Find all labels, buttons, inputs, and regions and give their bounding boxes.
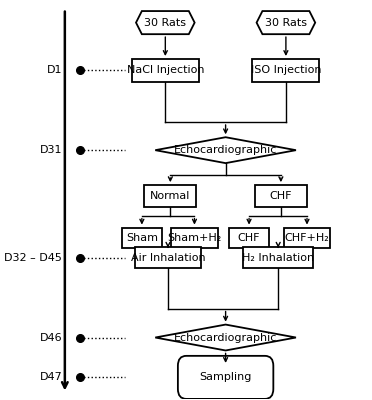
Text: D32 – D45: D32 – D45 [4, 253, 62, 263]
Text: CHF: CHF [238, 233, 260, 243]
Text: Echocardiographic: Echocardiographic [174, 145, 277, 155]
Text: Sham: Sham [126, 233, 158, 243]
FancyBboxPatch shape [255, 185, 307, 207]
Text: Echocardiographic: Echocardiographic [174, 332, 277, 342]
Text: D31: D31 [40, 145, 62, 155]
FancyBboxPatch shape [283, 228, 330, 248]
Polygon shape [136, 11, 195, 34]
Text: Sampling: Sampling [199, 372, 252, 382]
Text: Air Inhalation: Air Inhalation [131, 253, 205, 263]
Text: Normal: Normal [150, 191, 190, 201]
FancyBboxPatch shape [243, 248, 313, 268]
FancyBboxPatch shape [253, 59, 320, 82]
Text: NaCl Injection: NaCl Injection [126, 66, 204, 76]
Polygon shape [155, 137, 296, 163]
FancyBboxPatch shape [229, 228, 269, 248]
Text: H₂ Inhalation: H₂ Inhalation [242, 253, 314, 263]
FancyBboxPatch shape [144, 185, 196, 207]
Text: 30 Rats: 30 Rats [265, 18, 307, 28]
Text: D47: D47 [39, 372, 62, 382]
Text: Sham+H₂: Sham+H₂ [167, 233, 222, 243]
FancyBboxPatch shape [171, 228, 218, 248]
Text: D46: D46 [39, 332, 62, 342]
Text: D1: D1 [46, 66, 62, 76]
Polygon shape [257, 11, 315, 34]
Text: CHF+H₂: CHF+H₂ [285, 233, 329, 243]
Text: ISO Injection: ISO Injection [251, 66, 321, 76]
Polygon shape [155, 324, 296, 350]
FancyBboxPatch shape [132, 59, 199, 82]
FancyBboxPatch shape [135, 248, 202, 268]
FancyBboxPatch shape [178, 356, 273, 399]
FancyBboxPatch shape [122, 228, 162, 248]
Text: 30 Rats: 30 Rats [144, 18, 186, 28]
Text: CHF: CHF [270, 191, 292, 201]
